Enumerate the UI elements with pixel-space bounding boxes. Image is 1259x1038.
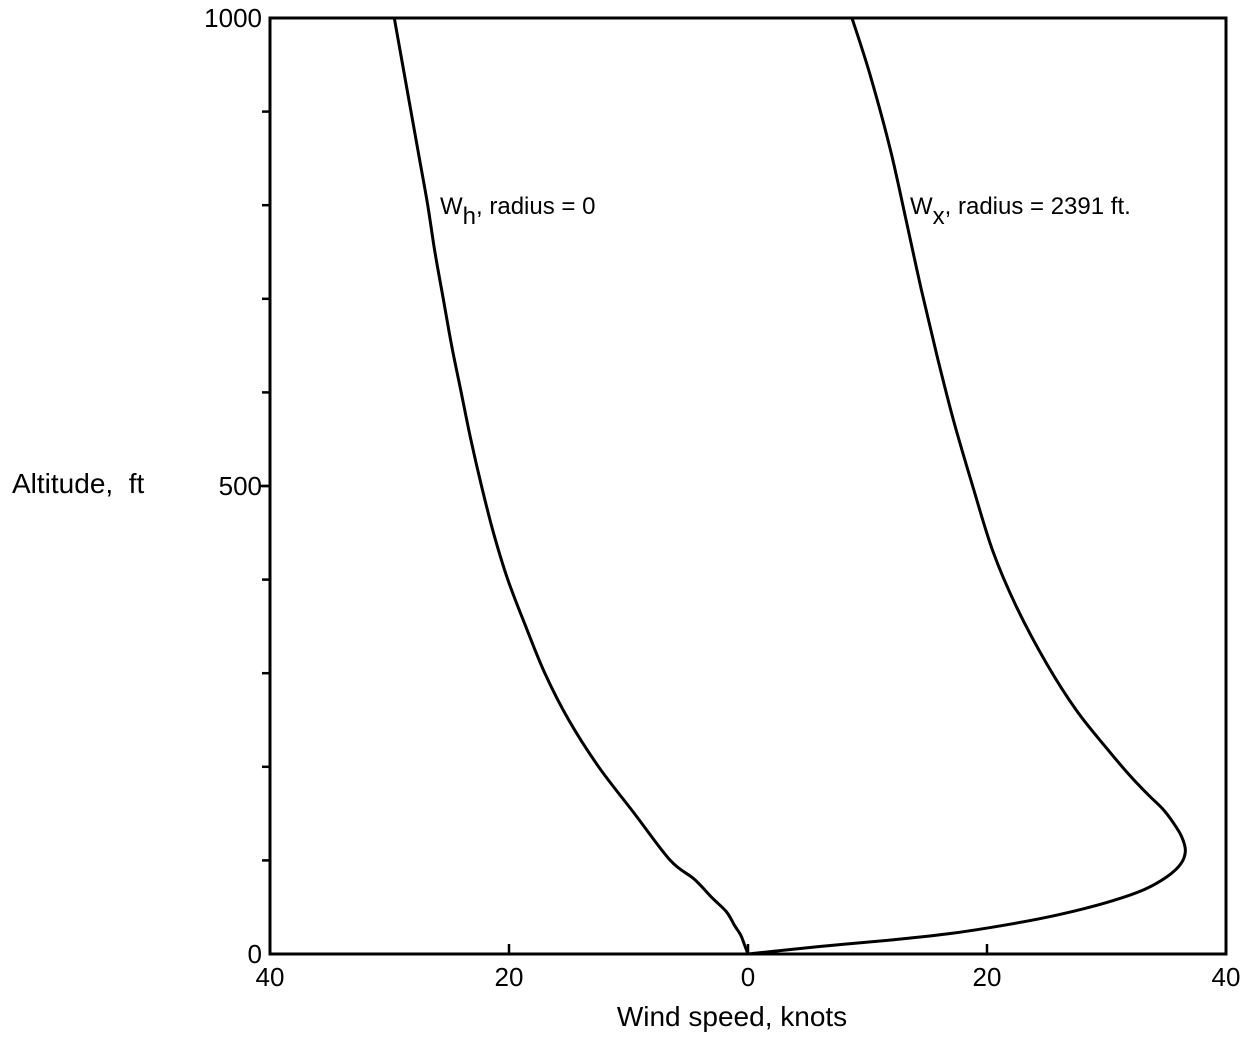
y-tick-label: 500 — [219, 471, 262, 501]
series-annotation-wx: Wx, radius = 2391 ft. — [910, 193, 1131, 230]
x-tick-label: 20 — [495, 962, 524, 992]
x-axis-ticks: 40 20 0 20 40 — [256, 944, 1241, 992]
x-tick-label: 0 — [741, 962, 755, 992]
series-annotations: Wh, radius = 0 Wx, radius = 2391 ft. — [440, 193, 1131, 230]
y-tick-label: 1000 — [204, 3, 262, 33]
series-layer — [392, 17, 1187, 956]
x-tick-label: 40 — [256, 962, 285, 992]
x-axis-title: Wind speed, knots — [617, 1001, 847, 1032]
x-tick-label: 20 — [973, 962, 1002, 992]
series-line-wx — [747, 17, 1187, 956]
x-tick-label: 40 — [1212, 962, 1241, 992]
series-annotation-wh: Wh, radius = 0 — [440, 193, 595, 230]
y-axis-ticks: 0 500 1000 — [204, 3, 270, 969]
y-tick-label: 0 — [248, 939, 262, 969]
plot-frame — [268, 16, 1228, 956]
series-line-wh — [392, 17, 750, 955]
y-axis-title: Altitude, ft — [12, 468, 145, 499]
